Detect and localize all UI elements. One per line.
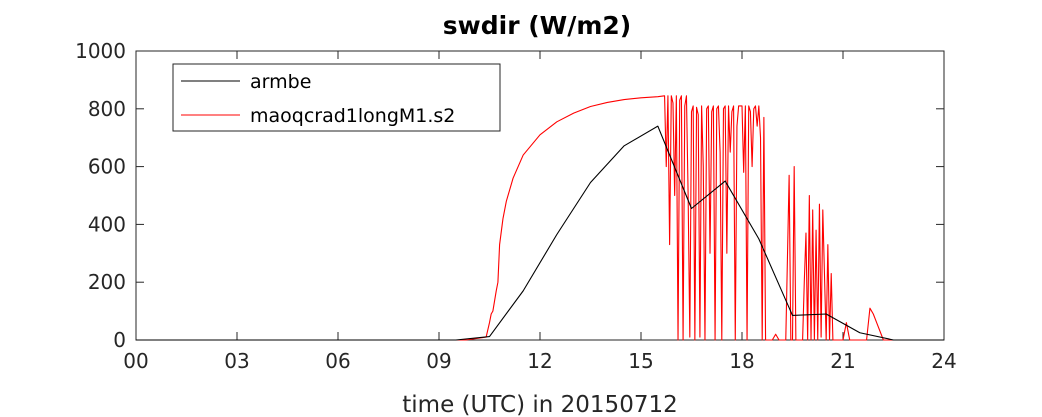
y-tick-label: 600 (88, 155, 126, 179)
x-tick-label: 21 (830, 349, 855, 373)
series-line-armbe (136, 125, 944, 341)
x-tick-label: 15 (628, 349, 653, 373)
x-tick-label: 03 (224, 349, 249, 373)
x-tick-label: 24 (931, 349, 956, 373)
y-tick-label: 400 (88, 212, 126, 236)
x-tick-label: 09 (426, 349, 451, 373)
chart-title: swdir (W/m2) (443, 11, 631, 40)
y-tick-label: 800 (88, 97, 126, 121)
y-tick-label: 200 (88, 270, 126, 294)
x-tick-label: 18 (729, 349, 754, 373)
legend-label-armbe: armbe (250, 71, 311, 93)
x-axis: 00 03 06 09 12 15 18 21 24 (123, 51, 957, 373)
y-tick-label: 1000 (75, 39, 126, 63)
y-tick-label: 0 (113, 328, 126, 352)
legend-label-maoqcrad1longM1: maoqcrad1longM1.s2 (250, 105, 455, 127)
legend: armbe maoqcrad1longM1.s2 (172, 63, 501, 132)
series-layer (136, 95, 944, 341)
series-line-maoqcrad1longM1 (136, 95, 944, 341)
x-tick-label: 00 (123, 349, 148, 373)
x-tick-label: 06 (325, 349, 350, 373)
legend-box (172, 63, 501, 132)
x-axis-label: time (UTC) in 20150712 (402, 392, 677, 417)
x-tick-label: 12 (527, 349, 552, 373)
y-axis: 0 200 400 600 800 1000 (75, 39, 944, 352)
